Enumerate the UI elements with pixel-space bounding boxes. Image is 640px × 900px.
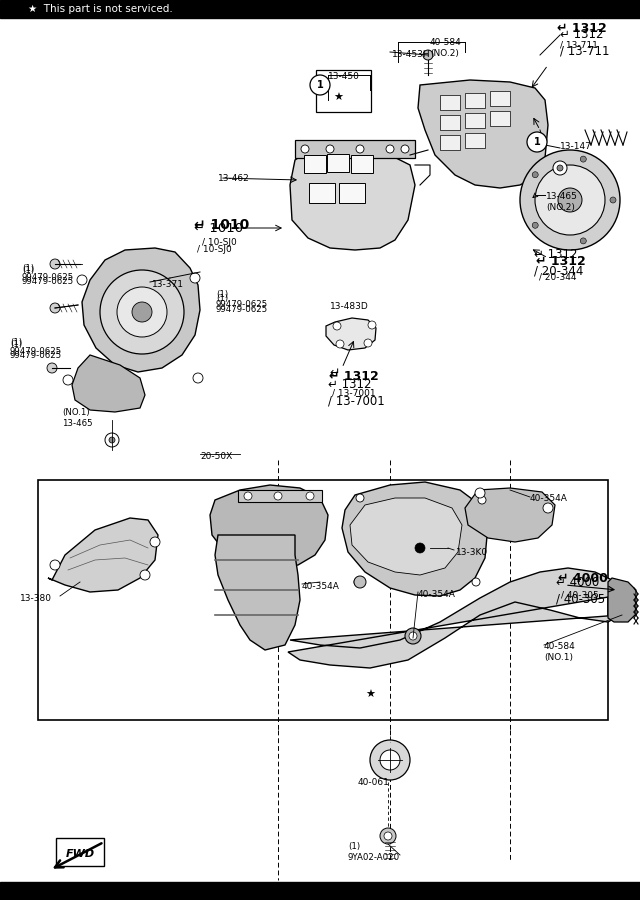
Bar [56, 838, 104, 866]
Bar [0, 0, 640, 18]
Text: / 20-344: / 20-344 [539, 273, 577, 282]
Polygon shape [350, 498, 462, 575]
Circle shape [105, 433, 119, 447]
Circle shape [109, 437, 115, 443]
Text: 40-584
(NO.1): 40-584 (NO.1) [544, 642, 576, 662]
Circle shape [132, 302, 152, 322]
Text: ↵ 1010: ↵ 1010 [194, 222, 243, 235]
Circle shape [527, 132, 547, 152]
Circle shape [77, 275, 87, 285]
Circle shape [532, 222, 538, 229]
Text: 13-483D: 13-483D [330, 302, 369, 311]
Bar [316, 70, 371, 112]
Circle shape [580, 238, 586, 244]
Bar [304, 155, 326, 173]
Text: 40-354A: 40-354A [302, 582, 340, 591]
Circle shape [364, 339, 372, 347]
Polygon shape [418, 80, 548, 188]
Circle shape [354, 576, 366, 588]
Circle shape [193, 373, 203, 383]
Polygon shape [342, 482, 488, 596]
Circle shape [478, 496, 486, 504]
Text: ↵ 4000: ↵ 4000 [558, 572, 608, 585]
Bar [295, 140, 415, 158]
Text: / 10-SJ0: / 10-SJ0 [197, 245, 232, 254]
Text: 40-354A: 40-354A [418, 590, 456, 599]
Bar [440, 95, 460, 110]
Bar [465, 133, 485, 148]
Circle shape [415, 543, 425, 553]
Text: 99479-0625: 99479-0625 [22, 274, 74, 283]
Circle shape [336, 340, 344, 348]
Circle shape [310, 75, 330, 95]
Circle shape [50, 303, 60, 313]
Polygon shape [465, 488, 555, 542]
Circle shape [63, 375, 73, 385]
Circle shape [274, 492, 282, 500]
Text: ★  This part is not serviced.: ★ This part is not serviced. [28, 4, 173, 14]
Circle shape [117, 287, 167, 337]
Circle shape [356, 145, 364, 153]
Text: ↵ 1312: ↵ 1312 [329, 370, 379, 383]
Circle shape [423, 50, 433, 60]
Circle shape [409, 632, 417, 640]
Circle shape [50, 259, 60, 269]
Text: / 10-SJ0: / 10-SJ0 [202, 238, 237, 247]
Polygon shape [215, 535, 300, 650]
Text: (1)
99479-0625: (1) 99479-0625 [10, 340, 62, 360]
Text: 13-453H: 13-453H [392, 50, 431, 59]
Circle shape [553, 161, 567, 175]
Circle shape [47, 363, 57, 373]
Bar [440, 115, 460, 130]
Text: 1: 1 [534, 137, 540, 147]
Polygon shape [82, 248, 200, 372]
Circle shape [380, 750, 400, 770]
Text: 1: 1 [317, 80, 323, 90]
Circle shape [405, 628, 421, 644]
Circle shape [100, 270, 184, 354]
Text: ↵: ↵ [329, 366, 339, 380]
Text: ↵ 4000
/ 40-305: ↵ 4000 / 40-305 [556, 576, 605, 605]
Circle shape [244, 492, 252, 500]
Polygon shape [290, 148, 415, 250]
Circle shape [543, 503, 553, 513]
Circle shape [472, 578, 480, 586]
Text: 20-50X: 20-50X [200, 452, 232, 461]
Circle shape [370, 740, 410, 780]
Text: (1): (1) [22, 264, 34, 273]
Bar [490, 91, 510, 106]
Text: / 40-305: / 40-305 [561, 590, 599, 599]
Bar [490, 111, 510, 126]
Circle shape [354, 578, 362, 586]
Polygon shape [326, 318, 376, 350]
Text: / 13-711: / 13-711 [560, 40, 598, 49]
Bar [465, 93, 485, 108]
Bar [465, 113, 485, 128]
Circle shape [50, 560, 60, 570]
Text: 13-371: 13-371 [152, 280, 184, 289]
Text: 99479-0625: 99479-0625 [10, 347, 62, 356]
Text: 40-061: 40-061 [358, 778, 390, 787]
Text: FWD: FWD [65, 849, 95, 859]
Text: 13-450: 13-450 [328, 72, 360, 81]
Bar [351, 155, 373, 173]
Circle shape [532, 172, 538, 177]
Circle shape [306, 492, 314, 500]
Text: 40-354A: 40-354A [530, 494, 568, 503]
Circle shape [380, 828, 396, 844]
Text: (1)
99479-0625: (1) 99479-0625 [216, 294, 268, 314]
Text: 13-465
(NO.2): 13-465 (NO.2) [546, 192, 578, 212]
Circle shape [580, 156, 586, 162]
Text: (1)
99479-0625: (1) 99479-0625 [22, 266, 74, 286]
Circle shape [384, 832, 392, 840]
Bar [38, 480, 608, 720]
Polygon shape [48, 518, 158, 592]
Circle shape [558, 188, 582, 212]
Circle shape [520, 150, 620, 250]
Circle shape [368, 321, 376, 329]
Text: 40-584
(NO.2): 40-584 (NO.2) [430, 38, 461, 58]
Text: (1): (1) [216, 290, 228, 299]
Text: (NO.1)
13-465: (NO.1) 13-465 [62, 408, 93, 428]
Bar [339, 183, 365, 203]
Bar [440, 135, 460, 150]
